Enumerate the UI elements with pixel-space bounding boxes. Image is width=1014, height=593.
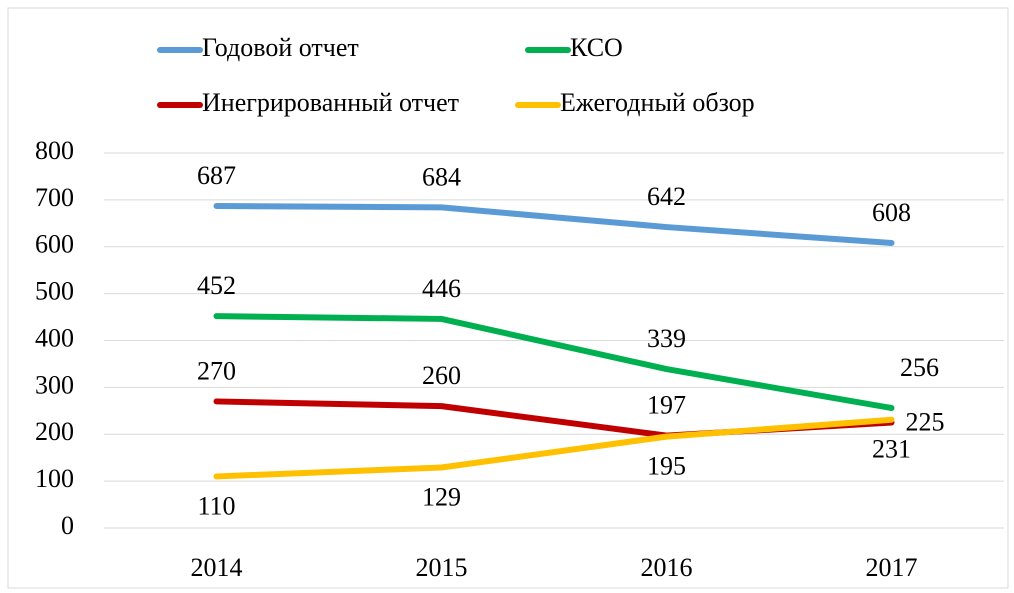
- x-tick-label: 2014: [191, 553, 243, 582]
- x-tick-label: 2016: [641, 553, 693, 582]
- data-label: 446: [422, 274, 461, 303]
- data-label: 684: [422, 162, 461, 191]
- series-line: [213, 416, 895, 480]
- series-line: [213, 313, 895, 411]
- series-line: [213, 202, 895, 246]
- x-tick-label: 2017: [866, 553, 918, 582]
- data-label: 197: [647, 391, 686, 420]
- data-label: 225: [906, 408, 945, 437]
- data-label: 270: [197, 356, 236, 385]
- data-label: 642: [647, 182, 686, 211]
- legend-label: КСО: [570, 33, 623, 62]
- data-label: 256: [900, 353, 939, 382]
- data-label: 339: [647, 324, 686, 353]
- data-label: 110: [197, 491, 235, 520]
- chart-frame: [7, 7, 1009, 589]
- legend-label: Инегрированный отчет: [202, 88, 459, 117]
- data-label: 129: [422, 483, 461, 512]
- series-line: [213, 398, 895, 439]
- y-tick-label: 800: [35, 136, 74, 165]
- data-label: 687: [197, 161, 236, 190]
- y-tick-label: 200: [35, 417, 74, 446]
- x-tick-label: 2015: [416, 553, 468, 582]
- data-label: 195: [647, 452, 686, 481]
- data-label: 260: [422, 361, 461, 390]
- data-label: 452: [197, 271, 236, 300]
- y-tick-label: 0: [61, 511, 74, 540]
- y-tick-label: 700: [35, 183, 74, 212]
- y-tick-label: 100: [35, 464, 74, 493]
- y-tick-label: 500: [35, 277, 74, 306]
- data-label: 608: [872, 198, 911, 227]
- legend-label: Годовой отчет: [202, 33, 359, 62]
- data-label: 231: [872, 435, 911, 464]
- y-tick-label: 400: [35, 323, 74, 352]
- y-tick-label: 600: [35, 230, 74, 259]
- y-tick-label: 300: [35, 370, 74, 399]
- legend-label: Ежегодный обзор: [560, 88, 755, 117]
